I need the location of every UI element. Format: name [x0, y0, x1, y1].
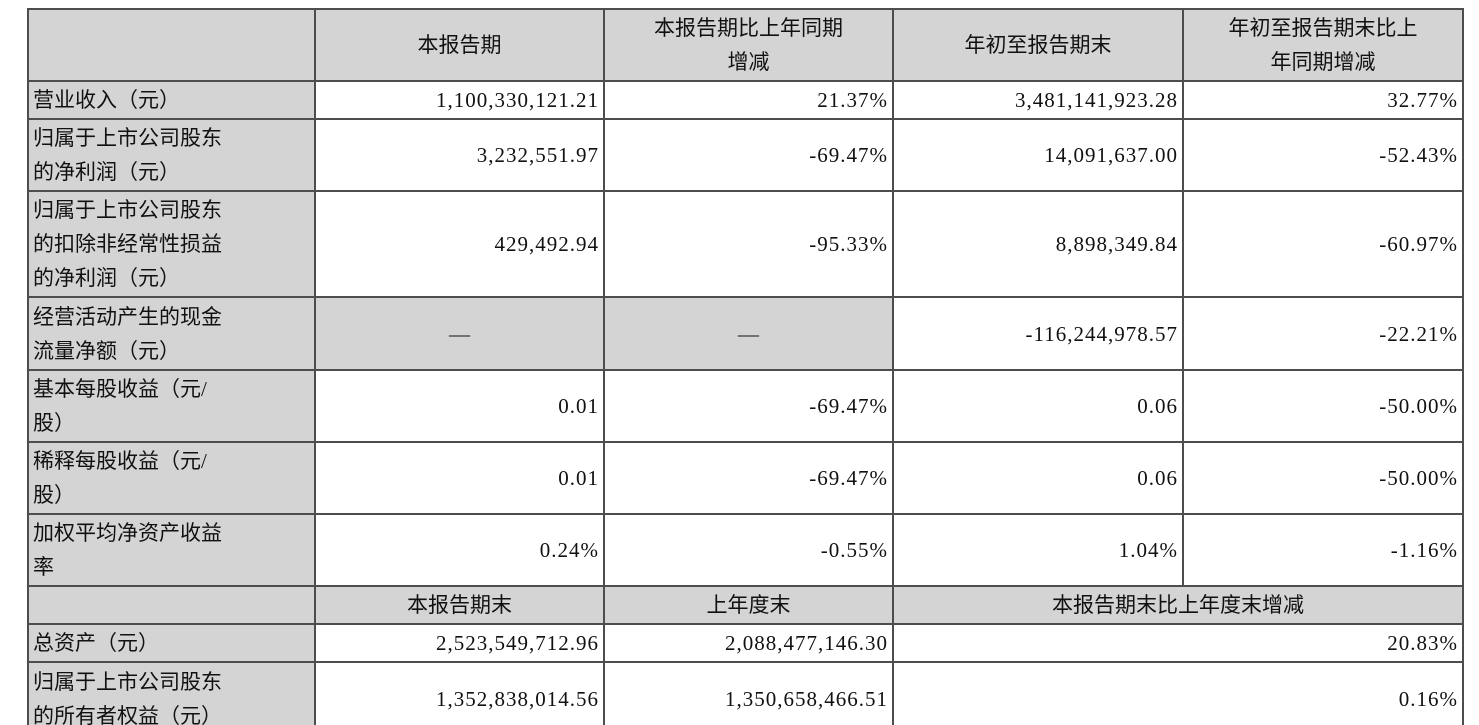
value-cell: -50.00%: [1182, 441, 1464, 515]
row-label-cell: 营业收入（元）: [27, 80, 316, 120]
value-cell: -116,244,978.57: [892, 296, 1184, 371]
value-cell: -1.16%: [1182, 513, 1464, 587]
value-cell: 0.01: [314, 369, 605, 443]
value-cell: -69.47%: [603, 118, 894, 192]
table-row: 归属于上市公司股东 的扣除非经常性损益 的净利润（元） 429,492.94 -95…: [27, 190, 1464, 298]
value-cell: 1.04%: [892, 513, 1184, 587]
value-cell: 1,100,330,121.21: [314, 80, 605, 120]
value-cell: 0.16%: [892, 661, 1464, 725]
header-cell: 年初至报告期末: [892, 8, 1184, 82]
value-cell: 2,523,549,712.96: [314, 623, 605, 663]
value-cell: -69.47%: [603, 441, 894, 515]
header-cell: 本报告期比上年同期 增减: [603, 8, 894, 82]
table-row: 经营活动产生的现金 流量净额（元） — — -116,244,978.57 -22.21…: [27, 296, 1464, 371]
table-header-row: 本报告期 本报告期比上年同期 增减 年初至报告期末 年初至报告期末比上 年同期增减: [27, 8, 1464, 82]
value-cell: -22.21%: [1182, 296, 1464, 371]
subheader-cell: 本报告期末: [314, 585, 605, 625]
table-row: 营业收入（元） 1,100,330,121.21 21.37% 3,481,141,9…: [27, 80, 1464, 120]
table-row: 总资产（元） 2,523,549,712.96 2,088,477,146.30 20…: [27, 623, 1464, 663]
value-cell: 2,088,477,146.30: [603, 623, 894, 663]
value-cell: 21.37%: [603, 80, 894, 120]
table-subheader-row: 本报告期末 上年度末 本报告期末比上年度末增减: [27, 585, 1464, 625]
value-cell: —: [603, 296, 894, 371]
value-cell: 0.01: [314, 441, 605, 515]
row-label-cell: 总资产（元）: [27, 623, 316, 663]
row-label-cell: 归属于上市公司股东 的净利润（元）: [27, 118, 316, 192]
row-label-cell: 归属于上市公司股东 的所有者权益（元）: [27, 661, 316, 725]
table-row: 归属于上市公司股东 的所有者权益（元） 1,352,838,014.56 1,350…: [27, 661, 1464, 725]
value-cell: 32.77%: [1182, 80, 1464, 120]
value-cell: 3,481,141,923.28: [892, 80, 1184, 120]
row-label-cell: 稀释每股收益（元/ 股）: [27, 441, 316, 515]
value-cell: 8,898,349.84: [892, 190, 1184, 298]
table-row: 加权平均净资产收益 率 0.24% -0.55% 1.04% -1.16%: [27, 513, 1464, 587]
row-label-cell: 经营活动产生的现金 流量净额（元）: [27, 296, 316, 371]
value-cell: 0.06: [892, 441, 1184, 515]
value-cell: -95.33%: [603, 190, 894, 298]
value-cell: 0.24%: [314, 513, 605, 587]
value-cell: 14,091,637.00: [892, 118, 1184, 192]
value-cell: —: [314, 296, 605, 371]
value-cell: 429,492.94: [314, 190, 605, 298]
row-label-cell: 加权平均净资产收益 率: [27, 513, 316, 587]
table-row: 归属于上市公司股东 的净利润（元） 3,232,551.97 -69.47% 14,0…: [27, 118, 1464, 192]
subheader-cell-empty: [27, 585, 316, 625]
value-cell: 3,232,551.97: [314, 118, 605, 192]
value-cell: 1,352,838,014.56: [314, 661, 605, 725]
header-cell: 年初至报告期末比上 年同期增减: [1182, 8, 1464, 82]
financial-summary-table: 本报告期 本报告期比上年同期 增减 年初至报告期末 年初至报告期末比上 年同期增减 营业…: [27, 8, 1464, 725]
value-cell: -0.55%: [603, 513, 894, 587]
row-label-cell: 归属于上市公司股东 的扣除非经常性损益 的净利润（元）: [27, 190, 316, 298]
value-cell: -69.47%: [603, 369, 894, 443]
value-cell: -60.97%: [1182, 190, 1464, 298]
subheader-cell: 上年度末: [603, 585, 894, 625]
table-row: 稀释每股收益（元/ 股） 0.01 -69.47% 0.06 -50.00%: [27, 441, 1464, 515]
subheader-cell: 本报告期末比上年度末增减: [892, 585, 1464, 625]
value-cell: 20.83%: [892, 623, 1464, 663]
value-cell: 1,350,658,466.51: [603, 661, 894, 725]
value-cell: -52.43%: [1182, 118, 1464, 192]
table-row: 基本每股收益（元/ 股） 0.01 -69.47% 0.06 -50.00%: [27, 369, 1464, 443]
row-label-cell: 基本每股收益（元/ 股）: [27, 369, 316, 443]
header-cell-empty: [27, 8, 316, 82]
value-cell: -50.00%: [1182, 369, 1464, 443]
value-cell: 0.06: [892, 369, 1184, 443]
header-cell: 本报告期: [314, 8, 605, 82]
